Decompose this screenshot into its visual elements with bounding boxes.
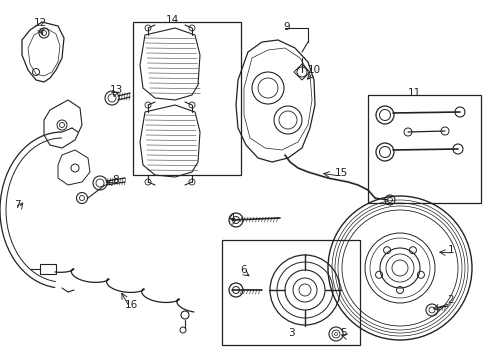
Text: 16: 16 <box>125 300 138 310</box>
Bar <box>368 95 481 203</box>
Text: 13: 13 <box>110 85 123 95</box>
Text: 15: 15 <box>335 168 348 178</box>
Text: 12: 12 <box>34 18 47 28</box>
Bar <box>133 22 241 175</box>
Text: 11: 11 <box>408 88 421 98</box>
Text: 14: 14 <box>166 15 179 25</box>
Bar <box>222 240 360 345</box>
Text: 9: 9 <box>283 22 290 32</box>
Text: 2: 2 <box>447 295 454 305</box>
Text: 7: 7 <box>14 200 21 210</box>
Text: 3: 3 <box>288 328 294 338</box>
Text: 4: 4 <box>228 213 235 223</box>
Text: 10: 10 <box>308 65 321 75</box>
Text: 8: 8 <box>112 175 119 185</box>
Bar <box>40 264 56 274</box>
Text: 6: 6 <box>240 265 246 275</box>
Text: 5: 5 <box>340 328 346 338</box>
Text: 1: 1 <box>448 245 455 255</box>
